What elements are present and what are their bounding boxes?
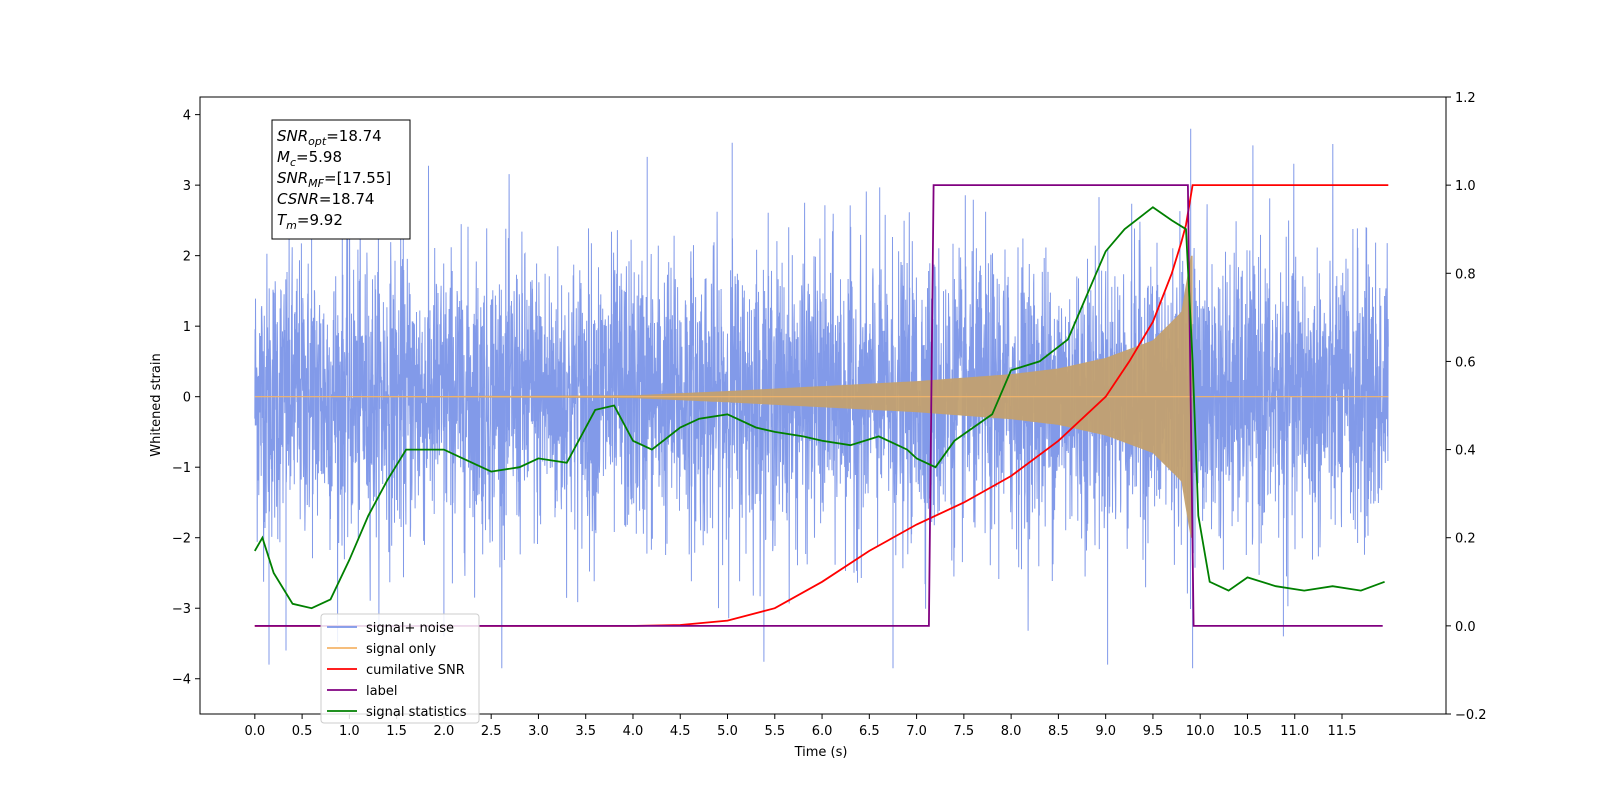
cumulative-snr-line [254, 184, 1389, 627]
x-tick-label: 4.5 [670, 724, 691, 739]
legend-label: signal only [366, 642, 436, 657]
x-tick-label: 11.5 [1328, 724, 1357, 739]
x-tick-label: 10.5 [1233, 724, 1262, 739]
y2-tick-label: −0.2 [1455, 708, 1487, 723]
y-tick-label: 2 [183, 250, 191, 265]
y2-tick-label: 1.0 [1455, 179, 1476, 194]
x-tick-label: 1.5 [386, 724, 407, 739]
y2-tick-label: 0.4 [1455, 444, 1476, 459]
right-axis-series [254, 184, 1389, 627]
x-tick-label: 8.0 [1001, 724, 1022, 739]
signal-statistics-line [254, 206, 1385, 610]
y2-tick-label: 0.0 [1455, 620, 1476, 635]
signal-only-series [254, 255, 1389, 538]
y2-tick-label: 0.6 [1455, 355, 1476, 370]
annotation-line: SNRopt=18.74 [277, 127, 382, 148]
y2-tick-label: 0.2 [1455, 532, 1476, 547]
y2-tick-label: 0.8 [1455, 267, 1476, 282]
y-axis-label: Whitened strain [149, 353, 164, 456]
legend-label: cumilative SNR [366, 663, 465, 678]
annotation-line: CSNR=18.74 [277, 190, 374, 208]
y-tick-label: 0 [183, 391, 191, 406]
stats-annotation-box: SNRopt=18.74Mc=5.98SNRMF=[17.55]CSNR=18.… [271, 119, 411, 240]
x-tick-label: 10.0 [1186, 724, 1215, 739]
y-tick-label: 4 [183, 109, 191, 124]
x-tick-label: 4.0 [623, 724, 644, 739]
y-tick-label: −2 [172, 532, 191, 547]
x-tick-label: 6.0 [812, 724, 833, 739]
x-tick-label: 5.0 [717, 724, 738, 739]
x-tick-label: 2.0 [434, 724, 455, 739]
legend-label: signal+ noise [366, 621, 454, 636]
x-tick-label: 8.5 [1048, 724, 1069, 739]
y-axis-ticks: −4 −3 −2 −1 0 1 2 3 4 [172, 109, 200, 688]
x-tick-label: 1.0 [339, 724, 360, 739]
x-tick-label: 0.5 [292, 724, 313, 739]
x-tick-label: 9.5 [1143, 724, 1164, 739]
x-tick-label: 3.0 [528, 724, 549, 739]
y-tick-label: −4 [172, 673, 191, 688]
y2-axis-ticks: −0.2 0.0 0.2 0.4 0.6 0.8 1.0 1.2 [1446, 91, 1487, 723]
legend-label: signal statistics [366, 705, 467, 720]
annotation-line: Mc=5.98 [277, 148, 342, 169]
legend: signal+ noise signal only cumilative SNR la… [320, 613, 480, 724]
x-tick-label: 11.0 [1280, 724, 1309, 739]
x-tick-label: 9.0 [1095, 724, 1116, 739]
x-tick-label: 7.0 [906, 724, 927, 739]
plot-frame [199, 96, 1447, 715]
label-line [254, 184, 1383, 627]
y2-tick-label: 1.2 [1455, 91, 1476, 106]
x-axis-ticks: 0.0 0.5 1.0 1.5 2.0 2.5 3.0 3.5 4.0 4.5 5.0 5.5 6.0 6… [244, 714, 1356, 739]
legend-label: label [366, 684, 397, 699]
y-tick-label: 1 [183, 320, 191, 335]
x-tick-label: 5.5 [764, 724, 785, 739]
y-tick-label: −3 [172, 602, 191, 617]
x-tick-label: 0.0 [244, 724, 265, 739]
x-tick-label: 2.5 [481, 724, 502, 739]
y-tick-label: 3 [183, 179, 191, 194]
annotation-line: SNRMF=[17.55] [277, 169, 391, 190]
x-tick-label: 6.5 [859, 724, 880, 739]
y-tick-label: −1 [172, 461, 191, 476]
x-tick-label: 7.5 [954, 724, 975, 739]
x-axis-label: Time (s) [794, 745, 848, 760]
annotation-line: Tm=9.92 [277, 211, 343, 232]
x-tick-label: 3.5 [575, 724, 596, 739]
